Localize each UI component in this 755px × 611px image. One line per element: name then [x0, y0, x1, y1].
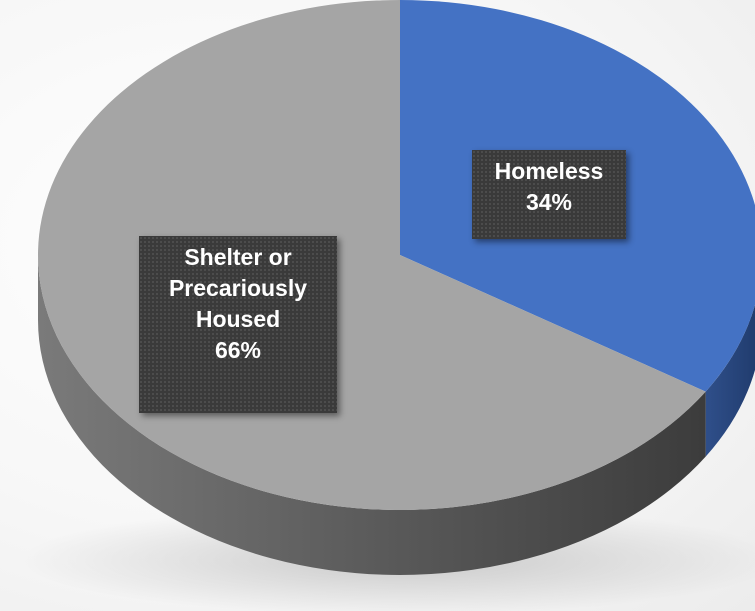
- data-label-shelter-value: 66%: [214, 337, 262, 363]
- pie-side-walls: [38, 255, 755, 576]
- data-label-shelter-line2: Precariously: [168, 275, 308, 301]
- data-label-homeless-value: 34%: [525, 189, 573, 215]
- data-label-shelter-line3: Housed: [195, 306, 281, 332]
- data-label-shelter-line1: Shelter or: [184, 244, 292, 270]
- data-label-shelter: Shelter or Precariously Housed 66%: [139, 236, 337, 413]
- pie-side-shelter: [38, 255, 706, 576]
- data-label-homeless: Homeless 34%: [472, 150, 626, 239]
- data-label-homeless-name: Homeless: [494, 158, 604, 184]
- pie-side-homeless: [705, 304, 755, 457]
